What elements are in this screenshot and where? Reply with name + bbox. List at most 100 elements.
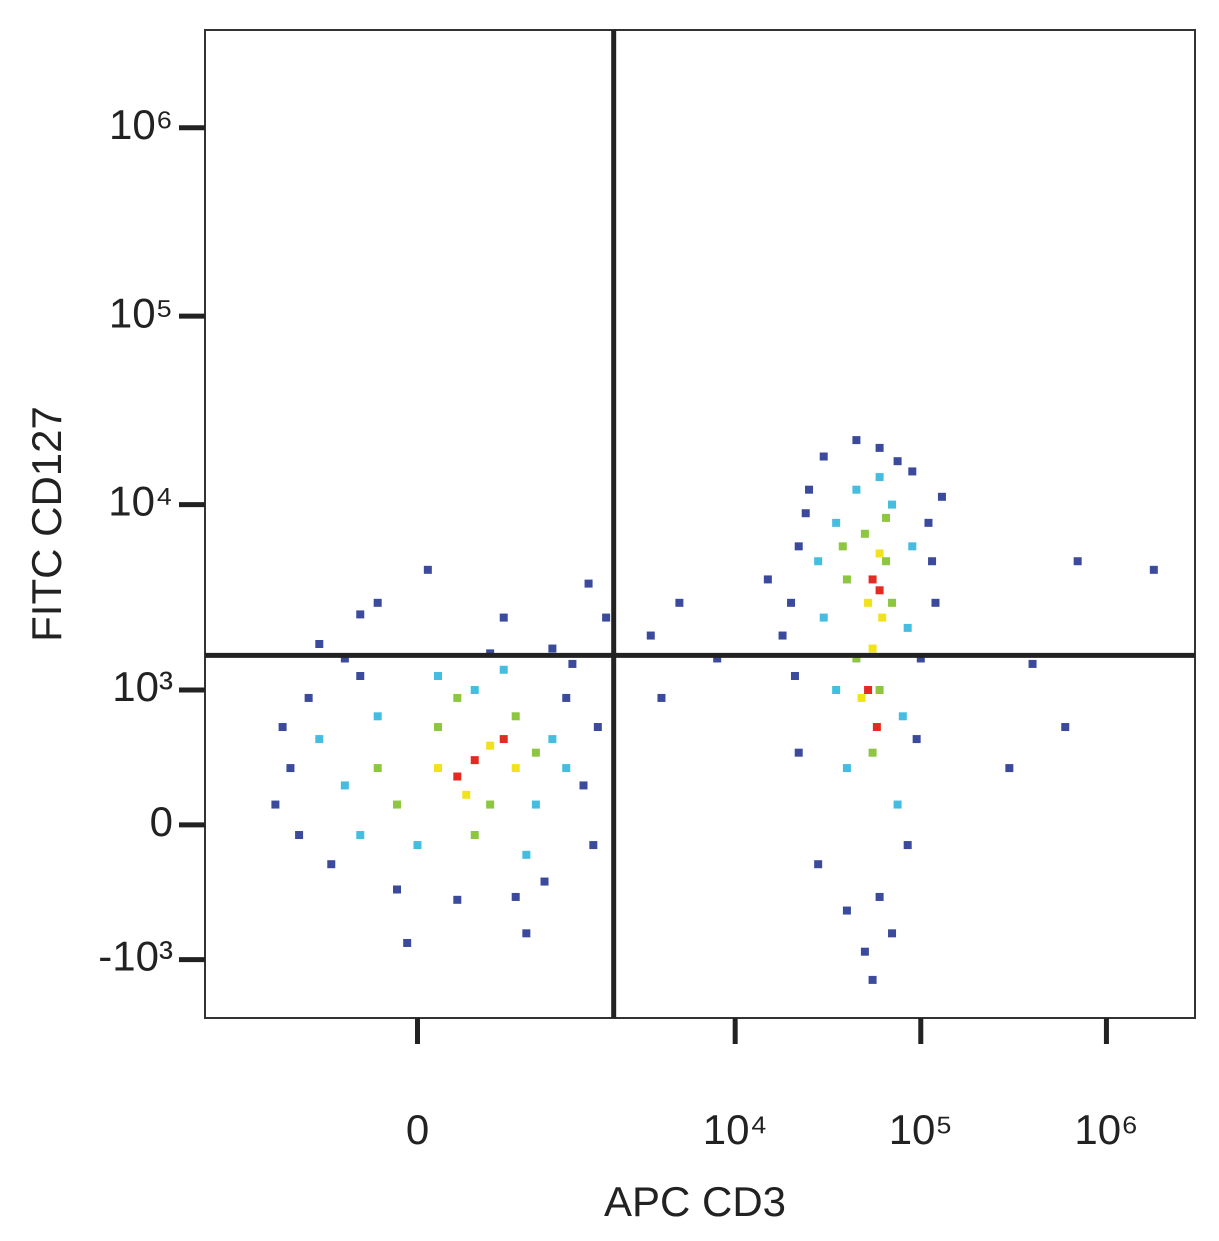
y-axis-label: FITC CD127: [23, 406, 70, 642]
x-tick-label: 10⁴: [703, 1106, 768, 1153]
event-point: [356, 671, 365, 680]
event-point: [486, 741, 495, 750]
y-tick-label: 0: [150, 798, 173, 845]
event-point: [924, 518, 933, 527]
event-point: [1061, 723, 1070, 732]
event-point: [453, 772, 462, 781]
event-point: [908, 467, 917, 476]
plot-frame: [204, 29, 1196, 1019]
event-point: [888, 929, 897, 938]
event-point: [340, 781, 349, 790]
event-point: [548, 735, 557, 744]
event-point: [832, 685, 841, 694]
event-point: [903, 623, 912, 632]
event-point: [1073, 557, 1082, 566]
event-point: [875, 892, 884, 901]
event-point: [787, 598, 796, 607]
event-point: [511, 892, 520, 901]
event-point: [540, 877, 549, 886]
event-point: [814, 557, 823, 566]
event-point: [522, 850, 531, 859]
event-point: [801, 509, 810, 518]
event-point: [868, 575, 877, 584]
y-tick-label: 10⁶: [109, 101, 173, 148]
event-point: [882, 557, 891, 566]
event-point: [304, 693, 313, 702]
event-point: [875, 443, 884, 452]
event-point: [838, 542, 847, 551]
event-point: [531, 748, 540, 757]
event-point: [814, 860, 823, 869]
event-point: [593, 723, 602, 732]
event-point: [857, 693, 866, 702]
event-point: [898, 712, 907, 721]
event-point: [875, 685, 884, 694]
event-point: [675, 598, 684, 607]
event-point: [646, 631, 655, 640]
event-point: [434, 723, 443, 732]
event-point: [589, 841, 598, 850]
event-point: [832, 518, 841, 527]
event-point: [819, 613, 828, 622]
event-point: [872, 723, 881, 732]
event-point: [868, 975, 877, 984]
event-point: [340, 654, 349, 663]
event-point: [315, 639, 324, 648]
event-point: [434, 671, 443, 680]
event-point: [1005, 764, 1014, 773]
event-point: [794, 748, 803, 757]
event-point: [868, 748, 877, 757]
event-point: [356, 610, 365, 619]
event-point: [584, 579, 593, 588]
event-point: [327, 860, 336, 869]
event-point: [511, 712, 520, 721]
event-point: [562, 693, 571, 702]
event-point: [499, 613, 508, 622]
event-point: [842, 764, 851, 773]
y-tick-label: 10⁴: [108, 478, 173, 525]
event-point: [295, 831, 304, 840]
x-tick-label: 10⁶: [1074, 1106, 1138, 1153]
y-tick-label: 10⁵: [109, 289, 173, 336]
event-point: [413, 841, 422, 850]
event-point: [860, 529, 869, 538]
x-tick-label: 10⁵: [889, 1106, 953, 1153]
event-point: [928, 557, 937, 566]
event-point: [373, 712, 382, 721]
event-point: [373, 598, 382, 607]
event-point: [875, 473, 884, 482]
event-point: [842, 906, 851, 915]
event-point: [778, 631, 787, 640]
event-point: [864, 598, 873, 607]
event-point: [453, 895, 462, 904]
event-point: [875, 586, 884, 595]
event-point: [893, 800, 902, 809]
event-point: [511, 764, 520, 773]
event-point: [882, 513, 891, 522]
event-point: [373, 764, 382, 773]
event-point: [860, 947, 869, 956]
event-point: [423, 565, 432, 574]
event-point: [278, 723, 287, 732]
event-point: [888, 598, 897, 607]
event-point: [562, 764, 571, 773]
event-point: [888, 500, 897, 509]
event-point: [912, 735, 921, 744]
event-point: [548, 644, 557, 653]
event-point: [794, 542, 803, 551]
event-point: [470, 685, 479, 694]
event-point: [842, 575, 851, 584]
event-point: [878, 613, 887, 622]
x-tick-label: 0: [406, 1106, 429, 1153]
event-point: [790, 671, 799, 680]
event-point: [403, 938, 412, 947]
event-point: [916, 654, 925, 663]
y-tick-label: 10³: [112, 663, 173, 710]
event-point: [462, 790, 471, 799]
event-point: [486, 800, 495, 809]
x-axis-label: APC CD3: [604, 1178, 786, 1225]
event-point: [470, 756, 479, 765]
event-point: [908, 542, 917, 551]
event-point: [805, 485, 814, 494]
